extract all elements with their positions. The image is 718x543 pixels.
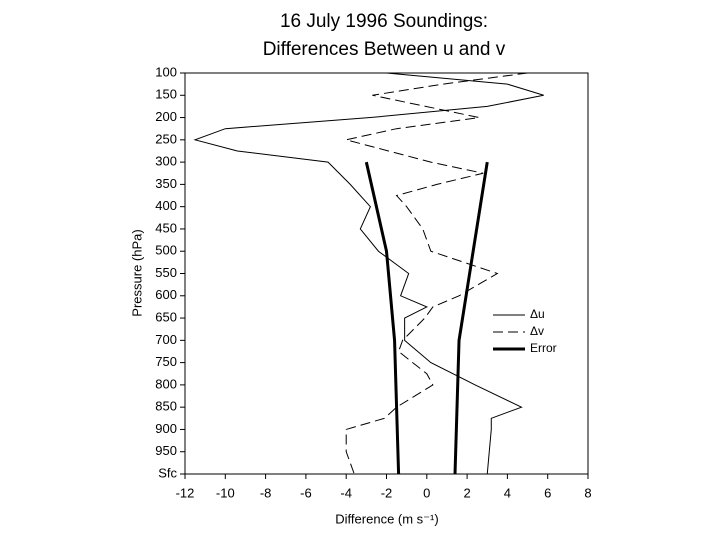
- legend-label: Δv: [530, 324, 544, 338]
- y-tick-label: 550: [155, 265, 177, 280]
- x-tick-label: -6: [300, 485, 312, 500]
- x-tick-label: 6: [544, 485, 551, 500]
- legend-label: Δu: [530, 307, 545, 321]
- y-axis-label: Pressure (hPa): [129, 229, 144, 316]
- y-tick-label: 650: [155, 309, 177, 324]
- y-tick-label: 600: [155, 287, 177, 302]
- x-tick-label: -8: [260, 485, 272, 500]
- line: [345, 72, 528, 475]
- line: [193, 72, 544, 475]
- y-tick-label: 250: [155, 131, 177, 146]
- y-tick-label: 850: [155, 399, 177, 414]
- x-tick-label: -2: [381, 485, 393, 500]
- x-tick-label: -10: [216, 485, 235, 500]
- y-tick-label: 350: [155, 176, 177, 191]
- y-tick-label: Sfc: [158, 465, 177, 480]
- chart-subtitle: Differences Between u and v: [263, 39, 506, 60]
- y-tick-label: 200: [155, 109, 177, 124]
- x-tick-label: -12: [176, 485, 195, 500]
- legend-label: Error: [530, 341, 557, 355]
- y-tick-label: 300: [155, 154, 177, 169]
- y-tick-label: 400: [155, 198, 177, 213]
- y-tick-label: 950: [155, 443, 177, 458]
- chart-title: 16 July 1996 Soundings:: [280, 11, 488, 32]
- y-tick-label: 700: [155, 332, 177, 347]
- error-line: [453, 161, 489, 475]
- x-tick-label: 4: [504, 485, 511, 500]
- error-line: [364, 161, 401, 475]
- x-axis-label: Difference (m s⁻¹): [335, 511, 438, 526]
- plot-frame: [184, 72, 589, 475]
- y-tick-label: 150: [155, 87, 177, 102]
- y-tick-label: 750: [155, 354, 177, 369]
- y-tick-label: 800: [155, 376, 177, 391]
- y-tick-label: 450: [155, 220, 177, 235]
- x-tick-label: 8: [584, 485, 591, 500]
- x-tick-label: -4: [340, 485, 352, 500]
- y-tick-label: 100: [155, 64, 177, 79]
- x-tick-label: 2: [463, 485, 470, 500]
- x-tick-label: 0: [423, 485, 430, 500]
- y-tick-label: 500: [155, 243, 177, 258]
- y-tick-label: 900: [155, 421, 177, 436]
